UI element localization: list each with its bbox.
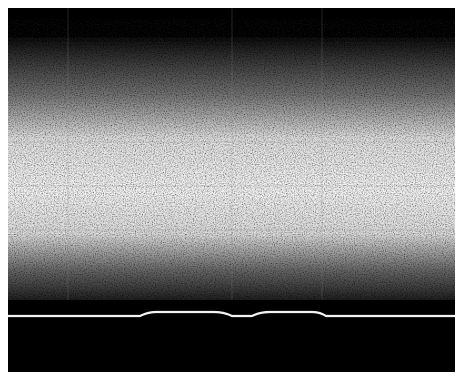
screen — [8, 8, 455, 372]
trace — [8, 310, 455, 318]
graticule — [8, 8, 455, 372]
lower-screen — [8, 300, 455, 372]
